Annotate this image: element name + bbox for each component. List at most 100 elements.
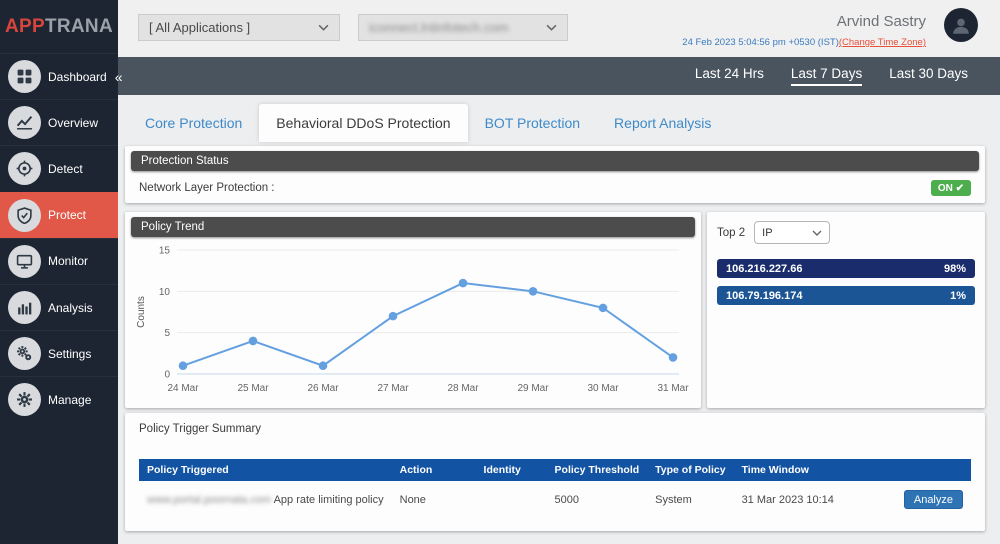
avatar[interactable] (944, 8, 978, 42)
change-time-zone-link[interactable]: (Change Time Zone) (838, 37, 926, 48)
top2-bar-percent: 98% (943, 262, 966, 275)
column-header-policy-threshold: Policy Threshold (546, 459, 648, 481)
status-badge-text: ON (937, 182, 953, 194)
apptrana-logo: APP TRANA (0, 0, 118, 53)
range-last-30-days[interactable]: Last 30 Days (889, 66, 968, 81)
protection-status-card: Protection Status Network Layer Protecti… (125, 146, 985, 203)
application-selector-value: [ All Applications ] (149, 20, 251, 35)
sidebar-item-monitor[interactable]: Monitor (0, 237, 118, 284)
top2-label: Top 2 (717, 226, 746, 239)
main-content: Core Protection Behavioral DDoS Protectio… (118, 95, 1000, 544)
column-header-time-window: Time Window (733, 459, 872, 481)
svg-text:28 Mar: 28 Mar (447, 383, 479, 394)
svg-text:26 Mar: 26 Mar (307, 383, 339, 394)
column-header-identity: Identity (475, 459, 547, 481)
time-range-bar: Last 24 Hrs Last 7 Days Last 30 Days (118, 57, 1000, 95)
sidebar-item-overview[interactable]: Overview (0, 99, 118, 145)
policy-trend-card: Policy Trend 0 5 10 15 Counts 24 Mar 25 Mar 26 … (125, 212, 701, 408)
policy-trigger-summary-table: Policy Triggered Action Identity Policy Thr… (139, 459, 971, 513)
detect-icon (8, 152, 41, 186)
top2-head: Top 2 IP (717, 221, 975, 244)
range-last-24-hrs[interactable]: Last 24 Hrs (694, 66, 764, 81)
topbar: [ All Applications ] iconnect.lntinfotec… (118, 0, 1000, 57)
domain-selector[interactable]: iconnect.lntinfotech.com (358, 14, 568, 41)
network-layer-protection-label: Network Layer Protection : (139, 182, 275, 194)
sidebar-item-manage[interactable]: Manage (0, 376, 118, 422)
column-header-action: Action (391, 459, 476, 481)
sidebar-item-protect[interactable]: Protect (0, 191, 118, 238)
domain-selector-value: iconnect.lntinfotech.com (369, 20, 509, 35)
svg-text:27 Mar: 27 Mar (377, 383, 409, 394)
sidebar-item-settings[interactable]: Settings (0, 330, 118, 376)
timestamp-datetime: 24 Feb 2023 5:04:56 pm +0530 (IST) (682, 37, 839, 48)
sidebar-item-label: Settings (48, 346, 92, 361)
top2-bar-ip: 106.216.227.66 (726, 262, 803, 275)
policy-domain: www.portal.poornata.com (147, 493, 272, 506)
policy-trend-chart: 0 5 10 15 Counts 24 Mar 25 Mar 26 Mar 27 Mar 28 M… (131, 242, 695, 409)
tab-core-protection[interactable]: Core Protection (145, 115, 243, 131)
overview-icon (8, 106, 41, 140)
top2-card: Top 2 IP 106.216.227.66 98% 106.79.196.174… (707, 212, 985, 408)
chevron-down-icon (318, 24, 329, 31)
analyze-button[interactable]: Analyze (903, 490, 963, 509)
logo-text-primary: APP (5, 15, 45, 37)
column-header-actions (871, 459, 971, 481)
cell-policy-threshold: 5000 (554, 493, 580, 506)
protection-status-header: Protection Status (131, 151, 979, 171)
top2-bar-percent: 1% (950, 289, 966, 302)
sidebar-item-label: Protect (48, 208, 87, 223)
sidebar-item-label: Overview (48, 115, 99, 130)
svg-text:31 Mar: 31 Mar (657, 383, 689, 394)
monitor-icon (8, 244, 41, 278)
tab-behavioral-ddos-protection[interactable]: Behavioral DDoS Protection (259, 104, 468, 142)
chevron-down-icon (546, 24, 557, 31)
sidebar-item-detect[interactable]: Detect (0, 145, 118, 191)
application-selector[interactable]: [ All Applications ] (138, 14, 340, 41)
policy-name: App rate limiting policy (271, 493, 384, 506)
cell-type-of-policy: System (655, 493, 692, 506)
cell-identity (476, 481, 547, 513)
chevron-down-icon (812, 230, 822, 236)
svg-text:24 Mar: 24 Mar (167, 383, 199, 394)
sidebar-item-dashboard[interactable]: Dashboard « (0, 53, 123, 99)
sidebar-item-analysis[interactable]: Analysis (0, 283, 118, 330)
policy-trend-header: Policy Trend (131, 217, 695, 237)
user-name[interactable]: Arvind Sastry (836, 13, 926, 30)
tab-report-analysis[interactable]: Report Analysis (614, 115, 712, 131)
sidebar-item-label: Dashboard (48, 69, 107, 84)
svg-text:25 Mar: 25 Mar (237, 383, 269, 394)
svg-text:0: 0 (164, 370, 170, 381)
tab-bot-protection[interactable]: BOT Protection (484, 115, 581, 131)
svg-text:15: 15 (159, 246, 171, 257)
sidebar-item-label: Analysis (48, 300, 93, 315)
svg-text:10: 10 (159, 287, 171, 298)
analysis-icon (8, 291, 41, 325)
policy-trigger-summary-card: Policy Trigger Summary Policy Triggered A… (125, 413, 985, 531)
top2-bar-ip: 106.79.196.174 (726, 289, 803, 302)
cell-action: None (399, 493, 426, 506)
logo-text-secondary: TRANA (44, 15, 113, 37)
top2-bar[interactable]: 106.79.196.174 1% (717, 286, 975, 305)
sidebar-item-label: Manage (48, 392, 92, 407)
svg-text:Counts: Counts (136, 296, 147, 328)
top2-bar[interactable]: 106.216.227.66 98% (717, 259, 975, 278)
sidebar-item-label: Detect (48, 161, 83, 176)
range-last-7-days[interactable]: Last 7 Days (790, 66, 863, 86)
column-header-policy-triggered: Policy Triggered (139, 459, 392, 481)
check-icon: ✔ (955, 182, 964, 194)
sidebar-nav: Dashboard « Overview Detect Protect Monitor An… (0, 53, 123, 423)
dashboard-icon (8, 60, 41, 94)
middle-row: Policy Trend 0 5 10 15 Counts 24 Mar 25 Mar 26 … (125, 212, 985, 408)
top2-type-selector[interactable]: IP (754, 221, 831, 244)
table-row: www.portal.poornata.com App rate limitin… (139, 481, 971, 513)
sidebar: APP TRANA Dashboard « Overview Detect Protect… (0, 0, 123, 544)
cell-time-window: 31 Mar 2023 10:14 (741, 493, 834, 506)
sidebar-collapse-icon[interactable]: « (114, 68, 123, 85)
person-icon (953, 18, 969, 34)
cell-analyze: Analyze (871, 481, 971, 513)
status-badge[interactable]: ON ✔ (930, 180, 971, 196)
manage-icon (8, 383, 41, 417)
top2-type-selector-value: IP (762, 226, 773, 239)
sidebar-item-label: Monitor (48, 254, 89, 269)
svg-text:5: 5 (164, 328, 170, 339)
